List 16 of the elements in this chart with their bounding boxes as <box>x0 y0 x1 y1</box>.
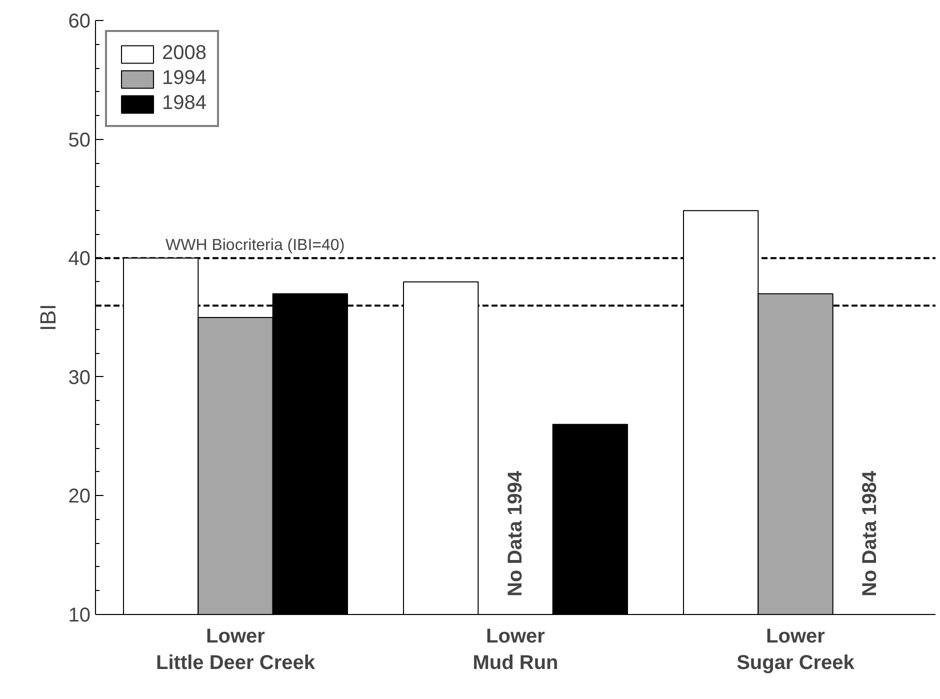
y-tick-label: 30 <box>68 366 91 389</box>
y-tick-label: 10 <box>68 604 91 626</box>
ref-line-label: WWH Biocriteria (IBI=40) <box>166 237 345 254</box>
x-tick-label: Lower Sugar Creek <box>736 626 856 674</box>
x-tick-label: Lower Mud Run <box>472 626 558 674</box>
legend-label: 1994 <box>162 67 206 90</box>
legend-label: 1984 <box>162 92 206 115</box>
y-tick-label: 20 <box>68 486 91 508</box>
x-tick-label: Lower Little Deer Creek <box>156 626 316 674</box>
y-tick-label: 40 <box>68 248 91 270</box>
y-tick-label: 60 <box>68 10 91 32</box>
y-axis-title: IBI <box>35 304 60 331</box>
y-tick-label: 50 <box>68 129 91 152</box>
annotation: No Data 1984 <box>859 470 882 596</box>
legend-label: 2008 <box>162 42 206 65</box>
annotation: No Data 1994 <box>504 470 526 596</box>
